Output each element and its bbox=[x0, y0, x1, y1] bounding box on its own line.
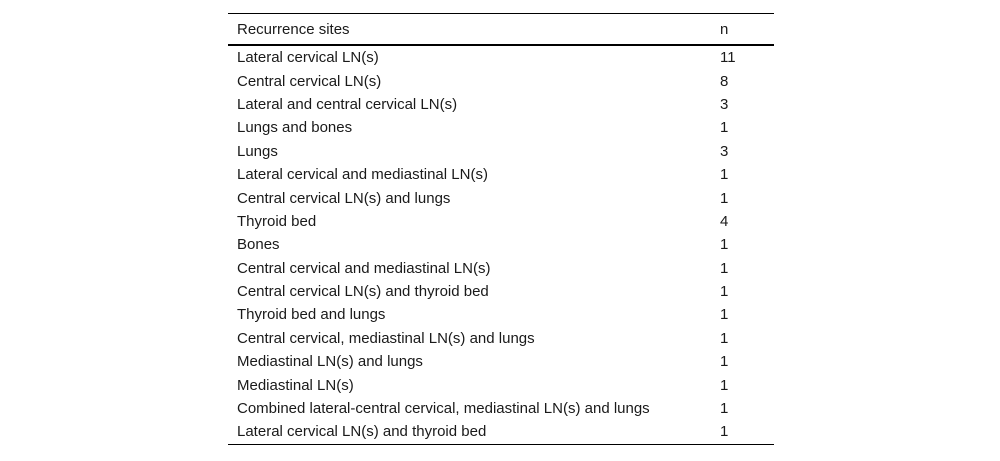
site-cell: Lateral cervical and mediastinal LN(s) bbox=[237, 166, 488, 184]
site-cell: Lateral cervical LN(s) and thyroid bed bbox=[237, 423, 487, 441]
site-cell: Mediastinal LN(s) and lungs bbox=[237, 353, 423, 371]
table-row: Central cervical and mediastinal LN(s) 1 bbox=[228, 257, 774, 280]
recurrence-sites-table: Recurrence sites n Lateral cervical LN(s… bbox=[228, 13, 774, 445]
table-row: Lateral cervical LN(s) and thyroid bed 1 bbox=[228, 420, 774, 444]
site-cell: Lungs bbox=[237, 142, 278, 160]
site-cell: Lateral and central cervical LN(s) bbox=[237, 95, 458, 113]
site-cell: Central cervical LN(s) bbox=[237, 72, 382, 90]
table-row: Bones 1 bbox=[228, 233, 774, 256]
table-body: Lateral cervical LN(s) 11 Central cervical… bbox=[228, 45, 774, 445]
table-row: Central cervical, mediastinal LN(s) and … bbox=[228, 327, 774, 350]
site-cell: Bones bbox=[237, 236, 280, 254]
site-cell: Mediastinal LN(s) bbox=[237, 376, 354, 394]
count-cell: 3 bbox=[720, 95, 729, 113]
count-cell: 1 bbox=[720, 259, 729, 277]
count-cell: 1 bbox=[720, 283, 729, 301]
column-header-n: n bbox=[720, 20, 729, 38]
table-row: Combined lateral-central cervical, media… bbox=[228, 397, 774, 420]
table-row: Central cervical LN(s) 8 bbox=[228, 69, 774, 92]
table-row: Lateral cervical and mediastinal LN(s) 1 bbox=[228, 163, 774, 186]
column-header-recurrence-sites: Recurrence sites bbox=[237, 20, 350, 38]
site-cell: Lungs and bones bbox=[237, 119, 353, 137]
count-cell: 1 bbox=[720, 166, 729, 184]
table-row: Mediastinal LN(s) and lungs 1 bbox=[228, 350, 774, 373]
site-cell: Combined lateral-central cervical, media… bbox=[237, 400, 650, 418]
site-cell: Thyroid bed and lungs bbox=[237, 306, 386, 324]
table-row: Lateral and central cervical LN(s) 3 bbox=[228, 93, 774, 116]
count-cell: 4 bbox=[720, 212, 729, 230]
table-row: Central cervical LN(s) and thyroid bed 1 bbox=[228, 280, 774, 303]
header-row: Recurrence sites n bbox=[228, 13, 774, 45]
table-row: Thyroid bed 4 bbox=[228, 210, 774, 233]
count-cell: 1 bbox=[720, 329, 729, 347]
count-cell: 1 bbox=[720, 236, 729, 254]
table-row: Lungs and bones 1 bbox=[228, 116, 774, 139]
site-cell: Thyroid bed bbox=[237, 212, 317, 230]
table-row: Mediastinal LN(s) 1 bbox=[228, 373, 774, 396]
count-cell: 1 bbox=[720, 353, 729, 371]
count-cell: 1 bbox=[720, 376, 729, 394]
count-cell: 11 bbox=[720, 49, 736, 67]
count-cell: 1 bbox=[720, 119, 729, 137]
site-cell: Lateral cervical LN(s) bbox=[237, 49, 379, 67]
count-cell: 1 bbox=[720, 400, 729, 418]
site-cell: Central cervical LN(s) and thyroid bed bbox=[237, 283, 489, 301]
count-cell: 8 bbox=[720, 72, 729, 90]
table-row: Lungs 3 bbox=[228, 140, 774, 163]
count-cell: 1 bbox=[720, 423, 729, 441]
table-row: Thyroid bed and lungs 1 bbox=[228, 303, 774, 326]
site-cell: Central cervical and mediastinal LN(s) bbox=[237, 259, 491, 277]
site-cell: Central cervical LN(s) and lungs bbox=[237, 189, 451, 207]
table-row: Lateral cervical LN(s) 11 bbox=[228, 45, 774, 69]
table-row: Central cervical LN(s) and lungs 1 bbox=[228, 186, 774, 209]
site-cell: Central cervical, mediastinal LN(s) and … bbox=[237, 329, 535, 347]
count-cell: 1 bbox=[720, 189, 729, 207]
count-cell: 3 bbox=[720, 142, 729, 160]
count-cell: 1 bbox=[720, 306, 729, 324]
